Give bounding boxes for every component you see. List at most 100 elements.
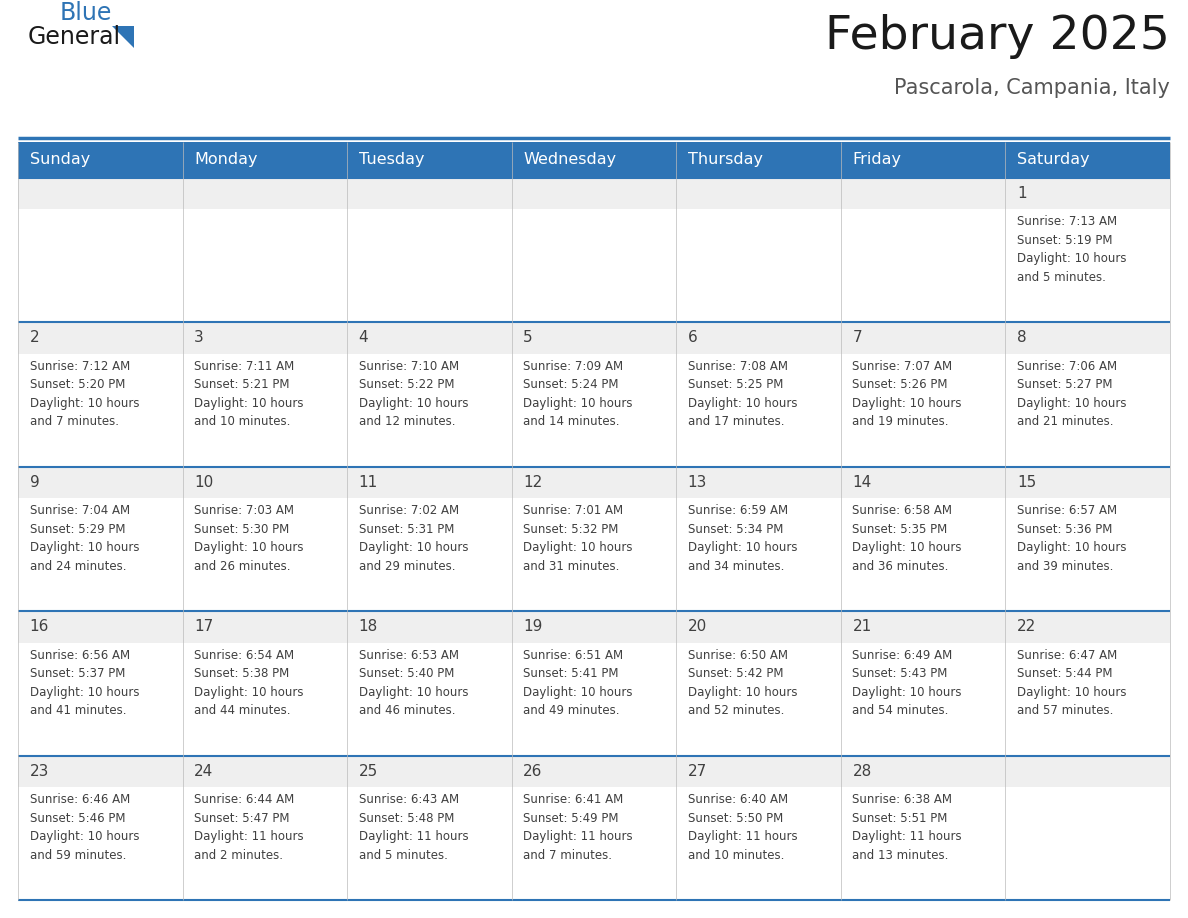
Bar bbox=[1005, 142, 1170, 177]
Bar bbox=[512, 756, 676, 900]
Text: Sunrise: 6:51 AM
Sunset: 5:41 PM
Daylight: 10 hours
and 49 minutes.: Sunrise: 6:51 AM Sunset: 5:41 PM Dayligh… bbox=[523, 649, 633, 717]
Text: Thursday: Thursday bbox=[688, 152, 763, 167]
Bar bbox=[841, 466, 1005, 611]
Text: 25: 25 bbox=[359, 764, 378, 778]
Bar bbox=[183, 611, 347, 756]
Text: Sunrise: 7:09 AM
Sunset: 5:24 PM
Daylight: 10 hours
and 14 minutes.: Sunrise: 7:09 AM Sunset: 5:24 PM Dayligh… bbox=[523, 360, 633, 429]
Text: 26: 26 bbox=[523, 764, 543, 778]
Text: 16: 16 bbox=[30, 620, 49, 634]
Text: Pascarola, Campania, Italy: Pascarola, Campania, Italy bbox=[895, 78, 1170, 98]
Bar bbox=[512, 177, 676, 322]
Bar bbox=[841, 466, 1005, 498]
Text: 24: 24 bbox=[194, 764, 214, 778]
Text: Sunrise: 7:10 AM
Sunset: 5:22 PM
Daylight: 10 hours
and 12 minutes.: Sunrise: 7:10 AM Sunset: 5:22 PM Dayligh… bbox=[359, 360, 468, 429]
Bar bbox=[183, 466, 347, 498]
Bar bbox=[676, 611, 841, 643]
Bar bbox=[18, 756, 183, 900]
Bar bbox=[18, 177, 183, 322]
Text: Blue: Blue bbox=[61, 1, 113, 25]
Bar bbox=[347, 322, 512, 353]
Text: 2: 2 bbox=[30, 330, 39, 345]
Bar bbox=[841, 611, 1005, 756]
Bar bbox=[183, 756, 347, 788]
Text: Sunrise: 6:38 AM
Sunset: 5:51 PM
Daylight: 11 hours
and 13 minutes.: Sunrise: 6:38 AM Sunset: 5:51 PM Dayligh… bbox=[852, 793, 962, 862]
Text: 11: 11 bbox=[359, 475, 378, 490]
Text: Sunrise: 6:47 AM
Sunset: 5:44 PM
Daylight: 10 hours
and 57 minutes.: Sunrise: 6:47 AM Sunset: 5:44 PM Dayligh… bbox=[1017, 649, 1126, 717]
Text: Sunrise: 6:59 AM
Sunset: 5:34 PM
Daylight: 10 hours
and 34 minutes.: Sunrise: 6:59 AM Sunset: 5:34 PM Dayligh… bbox=[688, 504, 797, 573]
Bar bbox=[347, 611, 512, 756]
Bar bbox=[347, 466, 512, 498]
Bar bbox=[183, 177, 347, 322]
Text: Sunrise: 6:50 AM
Sunset: 5:42 PM
Daylight: 10 hours
and 52 minutes.: Sunrise: 6:50 AM Sunset: 5:42 PM Dayligh… bbox=[688, 649, 797, 717]
Text: Sunrise: 7:02 AM
Sunset: 5:31 PM
Daylight: 10 hours
and 29 minutes.: Sunrise: 7:02 AM Sunset: 5:31 PM Dayligh… bbox=[359, 504, 468, 573]
Text: 19: 19 bbox=[523, 620, 543, 634]
Bar bbox=[841, 322, 1005, 466]
Text: 15: 15 bbox=[1017, 475, 1036, 490]
Text: Sunrise: 6:58 AM
Sunset: 5:35 PM
Daylight: 10 hours
and 36 minutes.: Sunrise: 6:58 AM Sunset: 5:35 PM Dayligh… bbox=[852, 504, 962, 573]
Bar bbox=[512, 177, 676, 209]
Text: Friday: Friday bbox=[852, 152, 902, 167]
Text: 3: 3 bbox=[194, 330, 204, 345]
Text: Sunrise: 7:03 AM
Sunset: 5:30 PM
Daylight: 10 hours
and 26 minutes.: Sunrise: 7:03 AM Sunset: 5:30 PM Dayligh… bbox=[194, 504, 304, 573]
Bar bbox=[676, 611, 841, 756]
Text: 21: 21 bbox=[852, 620, 872, 634]
Text: 1: 1 bbox=[1017, 185, 1026, 201]
Text: Sunrise: 6:46 AM
Sunset: 5:46 PM
Daylight: 10 hours
and 59 minutes.: Sunrise: 6:46 AM Sunset: 5:46 PM Dayligh… bbox=[30, 793, 139, 862]
Text: Sunrise: 6:56 AM
Sunset: 5:37 PM
Daylight: 10 hours
and 41 minutes.: Sunrise: 6:56 AM Sunset: 5:37 PM Dayligh… bbox=[30, 649, 139, 717]
Bar bbox=[676, 142, 841, 177]
Bar bbox=[18, 611, 183, 643]
Text: Sunrise: 6:54 AM
Sunset: 5:38 PM
Daylight: 10 hours
and 44 minutes.: Sunrise: 6:54 AM Sunset: 5:38 PM Dayligh… bbox=[194, 649, 304, 717]
Bar bbox=[347, 177, 512, 322]
Text: 12: 12 bbox=[523, 475, 543, 490]
Text: Sunrise: 7:08 AM
Sunset: 5:25 PM
Daylight: 10 hours
and 17 minutes.: Sunrise: 7:08 AM Sunset: 5:25 PM Dayligh… bbox=[688, 360, 797, 429]
Text: February 2025: February 2025 bbox=[826, 14, 1170, 59]
Text: 27: 27 bbox=[688, 764, 707, 778]
Text: Sunday: Sunday bbox=[30, 152, 90, 167]
Bar bbox=[18, 322, 183, 466]
Bar bbox=[1005, 466, 1170, 498]
Bar bbox=[1005, 756, 1170, 900]
Bar bbox=[1005, 322, 1170, 466]
Bar bbox=[1005, 177, 1170, 322]
Text: 9: 9 bbox=[30, 475, 39, 490]
Bar bbox=[1005, 466, 1170, 611]
Bar bbox=[841, 177, 1005, 209]
Text: 18: 18 bbox=[359, 620, 378, 634]
Bar bbox=[512, 322, 676, 353]
Bar bbox=[676, 756, 841, 900]
Text: 20: 20 bbox=[688, 620, 707, 634]
Bar bbox=[841, 142, 1005, 177]
Bar bbox=[676, 177, 841, 322]
Bar bbox=[183, 322, 347, 353]
Bar bbox=[512, 756, 676, 788]
Bar bbox=[1005, 611, 1170, 756]
Bar bbox=[1005, 177, 1170, 209]
Bar bbox=[18, 466, 183, 611]
Bar bbox=[18, 142, 183, 177]
Text: 6: 6 bbox=[688, 330, 697, 345]
Text: 14: 14 bbox=[852, 475, 872, 490]
Bar bbox=[1005, 611, 1170, 643]
Text: General: General bbox=[29, 25, 121, 49]
Text: Wednesday: Wednesday bbox=[523, 152, 617, 167]
Bar bbox=[347, 177, 512, 209]
Text: 4: 4 bbox=[359, 330, 368, 345]
Bar bbox=[183, 142, 347, 177]
Bar bbox=[347, 611, 512, 643]
Bar bbox=[676, 466, 841, 611]
Text: Sunrise: 6:44 AM
Sunset: 5:47 PM
Daylight: 11 hours
and 2 minutes.: Sunrise: 6:44 AM Sunset: 5:47 PM Dayligh… bbox=[194, 793, 304, 862]
Text: 8: 8 bbox=[1017, 330, 1026, 345]
Text: Sunrise: 7:04 AM
Sunset: 5:29 PM
Daylight: 10 hours
and 24 minutes.: Sunrise: 7:04 AM Sunset: 5:29 PM Dayligh… bbox=[30, 504, 139, 573]
Bar bbox=[841, 177, 1005, 322]
Text: Monday: Monday bbox=[194, 152, 258, 167]
Text: 10: 10 bbox=[194, 475, 214, 490]
Bar bbox=[183, 466, 347, 611]
Text: 13: 13 bbox=[688, 475, 707, 490]
Text: 22: 22 bbox=[1017, 620, 1036, 634]
Bar bbox=[841, 322, 1005, 353]
Bar bbox=[347, 466, 512, 611]
Bar bbox=[512, 466, 676, 498]
Text: Sunrise: 6:53 AM
Sunset: 5:40 PM
Daylight: 10 hours
and 46 minutes.: Sunrise: 6:53 AM Sunset: 5:40 PM Dayligh… bbox=[359, 649, 468, 717]
Bar bbox=[18, 756, 183, 788]
Text: 23: 23 bbox=[30, 764, 49, 778]
